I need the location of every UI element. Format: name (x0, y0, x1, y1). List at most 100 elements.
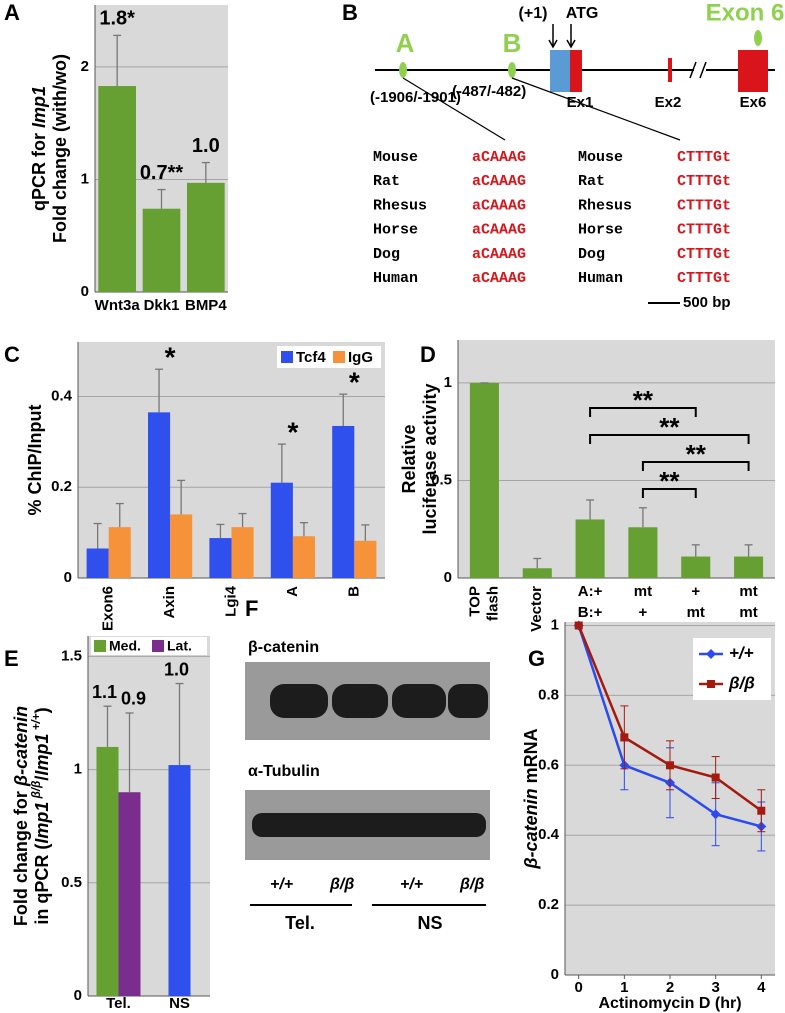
y-tick-label: 1 (81, 170, 89, 187)
bar (522, 568, 552, 578)
bar (469, 382, 499, 578)
band (332, 684, 388, 718)
marker (710, 809, 721, 820)
group-label: NS (417, 913, 442, 933)
protein-label: α-Tubulin (248, 763, 320, 780)
panel-label: E (4, 646, 19, 671)
x-tick-label: A:+ (578, 583, 603, 600)
sequence: aCAAAG (472, 246, 526, 263)
x-tick-label: NS (169, 995, 190, 1012)
y-tick-label: 0.4 (51, 387, 73, 404)
bar (147, 412, 171, 578)
sequence: aCAAAG (472, 173, 526, 190)
bar (628, 527, 658, 578)
x-tick-label: flash (484, 586, 501, 621)
significance-bracket (641, 488, 697, 498)
axis-label-part: +/+ (30, 713, 43, 733)
species-label: Human (373, 270, 418, 287)
plot-background (458, 340, 775, 578)
panel-label: F (245, 596, 258, 621)
y-tick-label: 0.5 (431, 471, 452, 488)
connector (402, 77, 506, 141)
legend-swatch (281, 351, 293, 363)
marker (620, 733, 629, 742)
significance-bracket (589, 434, 750, 444)
bar (209, 538, 232, 578)
x-tick-label: 1 (620, 979, 628, 996)
y-tick-label: 0.5 (61, 874, 82, 891)
x-tick-label: 4 (757, 979, 766, 996)
x-tick-label: Tel. (106, 995, 131, 1012)
axis-label-part: ) (32, 707, 52, 713)
sequence: CTTTGt (677, 149, 731, 166)
x-tick-label: B:+ (578, 604, 603, 621)
legend-marker (706, 649, 716, 659)
bar (142, 208, 181, 292)
panel-label: D (420, 342, 436, 367)
band (392, 684, 446, 718)
group-label: Tel. (285, 913, 315, 933)
panel-label: G (528, 646, 545, 671)
atg-label: ATG (566, 5, 599, 22)
site-label: B (503, 28, 522, 58)
x-tick-label: TOP (466, 586, 483, 617)
sequence: CTTTGt (677, 246, 731, 263)
legend-box (91, 637, 207, 655)
x-tick-label: 0 (575, 979, 583, 996)
lane-label: +/+ (270, 876, 293, 893)
scale-label: 500 bp (683, 294, 731, 311)
legend-label: IgG (348, 349, 373, 366)
y-tick-label: 0 (81, 283, 89, 300)
x-tick-label: 3 (711, 979, 719, 996)
x-tick-label: Lgi4 (222, 585, 239, 616)
bar (575, 519, 605, 578)
axis-label-part: β/β (30, 781, 43, 802)
annotation: * (287, 417, 298, 448)
axis-label: qPCR for Imp1 (29, 86, 49, 211)
legend-marker (707, 680, 715, 688)
gene-diagram: A B (+1) ATG Exon 6 (-1906/-1901) (-487/… (370, 0, 784, 311)
value-label: 1.0 (164, 659, 189, 679)
annotation: * (165, 342, 176, 373)
bar (118, 792, 141, 996)
x-tick-label: + (691, 583, 700, 600)
legend-label: Lat. (167, 638, 192, 654)
axis-label: luciferase activity (420, 383, 440, 534)
band (252, 813, 486, 837)
bar (681, 556, 711, 578)
species-label: Rat (578, 173, 605, 190)
band (270, 684, 328, 718)
exon6 (738, 50, 768, 92)
bar (108, 527, 131, 578)
significance-label: ** (633, 385, 654, 415)
site-b (508, 62, 516, 78)
break-mark (689, 61, 707, 79)
axis-label-part: qPCR for (29, 128, 49, 211)
exon-label: Ex6 (740, 94, 767, 111)
site-position: (-487/-482) (452, 83, 526, 100)
connector (511, 77, 681, 141)
axis-label: Fold change (with/wo) (50, 54, 70, 243)
protein-label: β-catenin (248, 639, 319, 656)
x-tick-label: 2 (666, 979, 674, 996)
axis-label-part: in qPCR ( (32, 844, 52, 925)
bar (186, 182, 225, 292)
significance-label: ** (659, 412, 680, 442)
x-tick-label: mt (634, 583, 652, 600)
bar (86, 548, 109, 578)
axis-label: in qPCR (Imp1 β/β/Imp1 +/+) (30, 707, 52, 924)
species-label: Mouse (578, 149, 623, 166)
axis-label-part: Imp1 (32, 802, 52, 844)
species-label: Dog (578, 246, 605, 263)
axis-label: Relative (399, 424, 419, 493)
y-tick-label: 1 (444, 374, 452, 391)
axis-label-part: Fold change for (11, 786, 31, 926)
sequence: CTTTGt (677, 222, 731, 239)
species-label: Mouse (373, 149, 418, 166)
value-label: 1.1 (92, 682, 117, 702)
bar (354, 540, 377, 578)
exon6-site (754, 30, 762, 46)
exon6-label: Exon 6 (706, 0, 785, 26)
axis-label: % ChIP/Input (25, 405, 45, 516)
significance-bracket (641, 461, 750, 471)
